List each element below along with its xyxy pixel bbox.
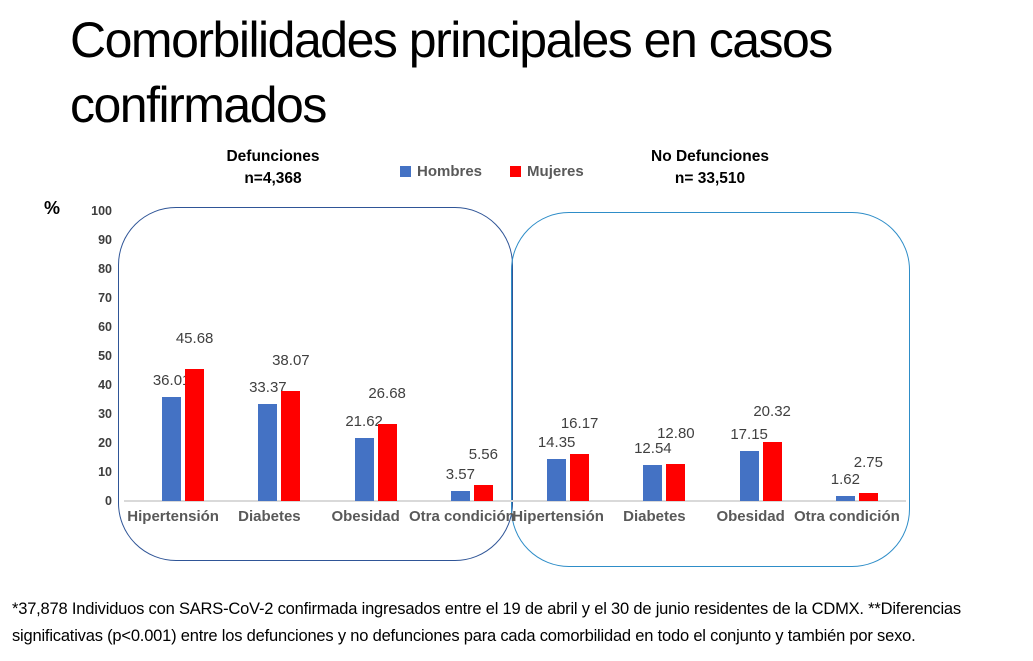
panel-title-defunciones-label: Defunciones bbox=[226, 148, 320, 165]
bar-value-label: 1.62 bbox=[830, 471, 860, 488]
bar-value-label: 26.68 bbox=[368, 385, 406, 402]
bar-hombres-diabetes bbox=[643, 465, 663, 501]
bar-value-label: 20.32 bbox=[753, 403, 791, 420]
panel-title-defunciones: Defunciones n=4,368 bbox=[163, 146, 383, 189]
category-label: Diabetes bbox=[623, 508, 686, 525]
mujeres-swatch-icon bbox=[510, 166, 522, 177]
bar-mujeres-obesidad bbox=[762, 442, 782, 501]
bar-mujeres-otra-condición bbox=[858, 493, 878, 501]
bar-hombres-hipertensión bbox=[162, 397, 182, 501]
bar-value-label: 5.56 bbox=[468, 446, 498, 463]
bar-value-label: 3.57 bbox=[445, 466, 475, 483]
bar-value-label: 14.35 bbox=[537, 434, 576, 451]
category-label: Otra condición bbox=[408, 508, 515, 525]
y-tick-label: 50 bbox=[98, 349, 112, 363]
panel-title-defunciones-n: n=4,368 bbox=[244, 169, 302, 187]
y-tick-label: 60 bbox=[98, 320, 112, 334]
panel-title-no-defunciones: No Defunciones n= 33,510 bbox=[600, 146, 820, 189]
legend-item-mujeres: Mujeres bbox=[510, 163, 584, 180]
y-tick-label: 30 bbox=[98, 407, 112, 421]
y-axis-unit-label: % bbox=[44, 198, 61, 218]
chart-legend: Hombres Mujeres bbox=[400, 163, 584, 180]
x-axis-baseline bbox=[124, 500, 906, 502]
y-tick-label: 10 bbox=[98, 465, 112, 479]
bar-hombres-otra-condición bbox=[835, 496, 855, 501]
bar-value-label: 2.75 bbox=[853, 454, 883, 471]
bar-value-label: 21.62 bbox=[345, 413, 383, 430]
bar-value-label: 12.54 bbox=[634, 440, 672, 457]
defunciones-panel-outline bbox=[118, 207, 513, 561]
y-tick-label: 0 bbox=[105, 494, 112, 508]
bar-mujeres-hipertensión bbox=[185, 369, 205, 501]
category-label: Obesidad bbox=[331, 508, 400, 525]
hombres-swatch-icon bbox=[400, 166, 411, 177]
y-tick-label: 20 bbox=[98, 436, 112, 450]
category-label: Hipertensión bbox=[512, 508, 604, 525]
bar-mujeres-diabetes bbox=[666, 464, 686, 501]
panel-title-no-defunciones-label: No Defunciones bbox=[651, 148, 769, 165]
bar-hombres-obesidad bbox=[354, 438, 374, 501]
bar-mujeres-hipertensión bbox=[570, 454, 590, 501]
page-title-line-2: confirmados bbox=[70, 77, 327, 133]
page-title-line-1: Comorbilidades principales en casos bbox=[70, 12, 833, 68]
bar-value-label: 12.80 bbox=[657, 425, 695, 442]
category-label: Diabetes bbox=[238, 508, 301, 525]
bar-value-label: 36.01 bbox=[152, 372, 191, 389]
category-label: Obesidad bbox=[716, 508, 785, 525]
legend-item-hombres: Hombres bbox=[400, 163, 482, 180]
bar-value-label: 17.15 bbox=[730, 426, 768, 443]
y-tick-label: 90 bbox=[98, 233, 112, 247]
bar-hombres-obesidad bbox=[739, 451, 759, 501]
bar-mujeres-otra-condición bbox=[473, 485, 493, 501]
bar-mujeres-obesidad bbox=[377, 424, 397, 501]
bar-hombres-diabetes bbox=[258, 404, 278, 501]
y-tick-label: 70 bbox=[98, 291, 112, 305]
y-tick-label: 100 bbox=[91, 204, 112, 218]
legend-label-mujeres: Mujeres bbox=[527, 163, 584, 180]
category-label: Otra condición bbox=[793, 508, 900, 525]
legend-label-hombres: Hombres bbox=[417, 163, 483, 180]
no-defunciones-panel-outline bbox=[511, 212, 910, 567]
bar-value-label: 45.68 bbox=[175, 330, 214, 347]
page-title: Comorbilidades principales en casos conf… bbox=[70, 8, 1010, 138]
bar-hombres-hipertensión bbox=[547, 459, 567, 501]
bar-hombres-otra-condición bbox=[450, 491, 470, 501]
y-tick-label: 80 bbox=[98, 262, 112, 276]
bar-value-label: 38.07 bbox=[272, 352, 310, 369]
category-label: Hipertensión bbox=[127, 508, 219, 525]
bar-mujeres-diabetes bbox=[281, 391, 301, 501]
panel-title-no-defunciones-n: n= 33,510 bbox=[674, 169, 746, 187]
footnote: *37,878 Individuos con SARS-CoV-2 confir… bbox=[12, 600, 961, 645]
y-tick-label: 40 bbox=[98, 378, 112, 392]
bar-value-label: 16.17 bbox=[560, 415, 599, 432]
bar-value-label: 33.37 bbox=[249, 379, 287, 396]
